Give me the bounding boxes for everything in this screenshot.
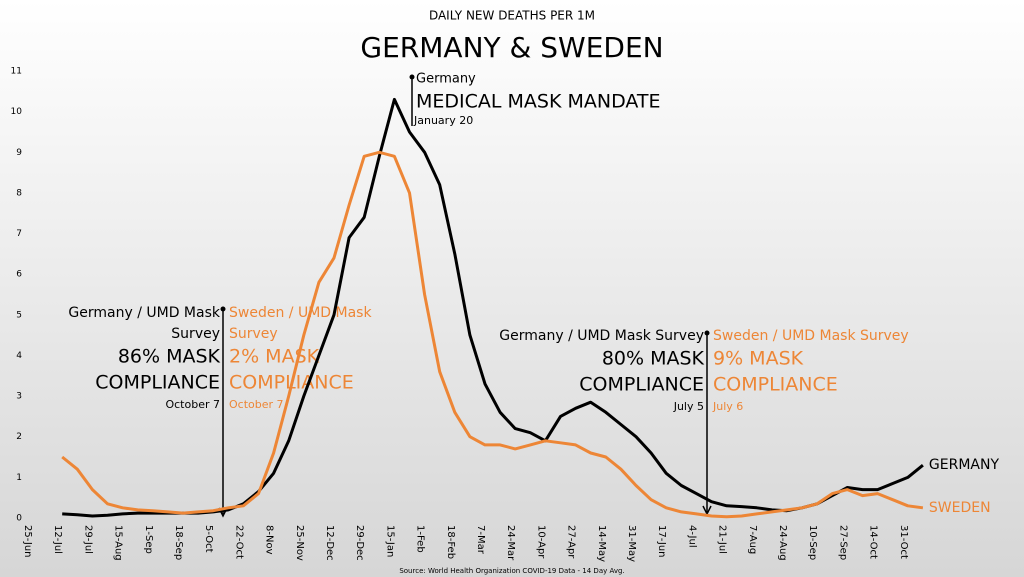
annotation: COMPLIANCE bbox=[713, 374, 838, 396]
source: Source: World Health Organization COVID-… bbox=[399, 567, 624, 575]
series-line bbox=[61, 150, 924, 519]
x-tick-label: 18-Feb bbox=[445, 525, 456, 559]
annotation: 2% MASK bbox=[229, 346, 320, 368]
x-tick-label: 18-Sep bbox=[173, 525, 184, 560]
x-tick-label: 22-Oct bbox=[233, 525, 244, 559]
x-tick-label: 21-Jul bbox=[717, 525, 728, 554]
y-tick-label: 8 bbox=[16, 188, 22, 198]
y-tick-label: 7 bbox=[16, 229, 22, 239]
x-tick-label: 15-Aug bbox=[113, 525, 124, 561]
annotation: July 5 bbox=[673, 400, 704, 413]
x-tick-label: 17-Jun bbox=[656, 525, 667, 558]
x-tick-label: 24-Aug bbox=[777, 525, 788, 561]
y-tick-label: 9 bbox=[16, 148, 22, 158]
x-tick-label: 31-Oct bbox=[898, 525, 909, 559]
annotation: COMPLIANCE bbox=[95, 372, 220, 394]
x-tick-label: 10-Sep bbox=[807, 525, 818, 560]
x-tick-label: 14-May bbox=[596, 525, 607, 562]
x-tick-label: 10-Apr bbox=[535, 525, 546, 559]
y-tick-label: 6 bbox=[16, 270, 22, 280]
x-tick-label: 27-Sep bbox=[837, 525, 848, 560]
x-tick-label: 31-May bbox=[626, 525, 637, 562]
annotation: Germany / UMD Mask Survey bbox=[499, 328, 704, 344]
subtitle: DAILY NEW DEATHS PER 1M bbox=[429, 9, 595, 23]
x-tick-label: 12-Dec bbox=[324, 525, 335, 561]
annotation: Sweden / UMD Mask bbox=[229, 305, 372, 321]
annotation: 80% MASK bbox=[602, 348, 705, 370]
x-tick-label: 29-Jul bbox=[82, 525, 93, 554]
x-tick-label: 8-Nov bbox=[264, 525, 275, 555]
annotation: Sweden / UMD Mask Survey bbox=[713, 328, 909, 344]
annotation: COMPLIANCE bbox=[579, 374, 704, 396]
y-tick-label: 1 bbox=[16, 473, 22, 483]
y-tick-label: 5 bbox=[16, 310, 22, 320]
annotation: 86% MASK bbox=[118, 346, 221, 368]
annotation: January 20 bbox=[413, 114, 473, 127]
x-tick-label: 27-Apr bbox=[566, 525, 577, 559]
annotation: Germany / UMD Mask bbox=[68, 305, 220, 321]
x-tick-label: 4-Jul bbox=[686, 525, 697, 548]
annotation: Germany bbox=[416, 72, 476, 87]
x-tick-label: 29-Dec bbox=[354, 525, 365, 561]
x-tick-label: 25-Nov bbox=[294, 525, 305, 561]
annotation: Survey bbox=[171, 326, 220, 342]
annotation: October 7 bbox=[229, 398, 284, 411]
x-tick-label: 12-Jul bbox=[52, 525, 63, 554]
y-tick-label: 3 bbox=[16, 392, 22, 402]
chart-title: GERMANY & SWEDEN bbox=[360, 31, 663, 64]
series-label: GERMANY bbox=[929, 457, 1000, 473]
annotation: 9% MASK bbox=[713, 348, 804, 370]
x-tick-label: 1-Sep bbox=[143, 525, 154, 554]
annotation: July 6 bbox=[712, 400, 743, 413]
annotation: Survey bbox=[229, 326, 278, 342]
annotation: MEDICAL MASK MANDATE bbox=[416, 91, 661, 113]
x-tick-label: 15-Jan bbox=[384, 525, 395, 557]
y-tick-label: 2 bbox=[16, 432, 22, 442]
x-tick-label: 7-Aug bbox=[747, 525, 758, 554]
x-tick-label: 24-Mar bbox=[505, 525, 516, 561]
y-tick-label: 11 bbox=[11, 67, 22, 77]
y-tick-label: 0 bbox=[16, 514, 22, 524]
x-tick-label: 5-Oct bbox=[203, 525, 214, 553]
series-label: SWEDEN bbox=[929, 500, 991, 516]
x-tick-label: 14-Oct bbox=[868, 525, 879, 559]
annotation: October 7 bbox=[165, 398, 220, 411]
y-tick-label: 4 bbox=[16, 351, 22, 361]
x-tick-label: 7-Mar bbox=[475, 525, 486, 555]
x-tick-label: 1-Feb bbox=[415, 525, 426, 553]
x-tick-label: 25-Jun bbox=[22, 525, 33, 558]
y-tick-label: 10 bbox=[11, 107, 23, 117]
